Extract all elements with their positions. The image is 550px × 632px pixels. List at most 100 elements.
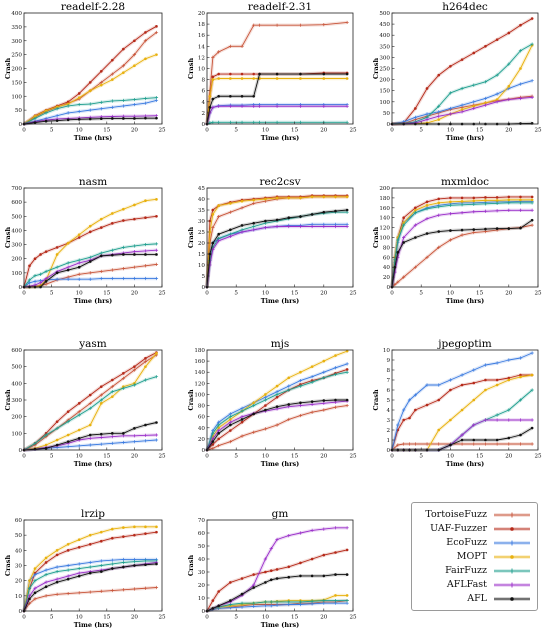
data-point [413,223,417,227]
data-point [252,228,256,232]
data-point [33,279,37,283]
chart-title: nasm [79,176,107,188]
y-tick-label: 200 [379,186,390,192]
data-point [110,390,114,394]
data-point [111,58,114,62]
data-point [44,433,48,437]
chart-title: readelf-2.31 [248,1,312,13]
data-point [208,106,212,109]
legend-label-afl: AFL [467,593,487,604]
y-tick-label: 0 [18,448,22,454]
data-point [44,250,48,253]
data-point [229,77,232,80]
data-point [448,378,452,382]
y-tick-label: 40 [198,426,206,432]
data-point [530,426,534,430]
data-point [518,398,523,402]
data-point [66,433,70,437]
data-point [530,388,534,392]
x-tick-label: 15 [476,454,484,460]
data-point [211,443,215,446]
data-point [264,197,267,201]
data-point [111,222,114,225]
data-point [229,599,232,602]
data-point [298,600,303,604]
y-tick-label: 80 [383,245,391,251]
y-axis-label: Crash [372,58,380,79]
data-point [154,98,159,103]
data-point [472,106,476,111]
data-point [472,381,476,385]
data-point [310,213,314,216]
data-point [217,437,220,441]
y-tick-label: 100 [11,94,22,100]
data-point [55,271,59,275]
data-point [66,111,70,115]
data-point [345,368,349,371]
data-point [334,195,337,199]
data-point [449,64,452,68]
data-point [110,276,114,281]
series-line [206,405,348,451]
data-point [217,604,220,608]
data-point [121,276,125,281]
data-point [530,17,534,20]
data-point [264,581,267,584]
data-point [143,378,148,382]
data-point [77,233,81,236]
x-tick-label: 5 [419,291,423,297]
y-tick-label: 1 [386,438,390,444]
data-point [144,253,147,256]
chart-title: lrzip [81,508,105,520]
data-point [240,577,244,580]
data-point [208,94,212,98]
data-point [263,226,267,230]
data-point [322,72,326,76]
x-axis-label: Time (hrs) [74,621,113,629]
data-point [287,575,291,579]
data-point [414,208,417,212]
data-point [144,31,147,34]
data-point [484,199,487,202]
data-point [507,195,511,199]
y-tick-label: 160 [194,359,205,365]
data-point [437,118,441,121]
data-point [121,386,125,390]
data-point [437,245,441,249]
data-point [322,210,326,214]
y-tick-label: 70 [198,518,206,524]
data-point [518,356,523,360]
data-point [44,580,48,584]
data-point [345,398,349,402]
y-tick-label: 140 [379,216,390,222]
data-point [229,418,232,421]
data-point [460,442,464,446]
data-point [449,196,452,200]
legend-entry-uaf-fuzzer: UAF-Fuzzer [412,523,539,535]
data-point [299,383,302,386]
y-axis-label: Crash [372,389,380,410]
data-point [133,203,136,207]
series-line [206,399,348,451]
x-tick-label: 10 [262,454,270,460]
data-point [66,277,70,281]
data-point [66,410,70,413]
data-point [484,388,487,392]
data-point [211,607,215,610]
data-point [472,210,476,214]
data-point [322,399,326,402]
data-point [132,440,136,444]
data-point [413,393,417,397]
data-point [345,594,349,597]
x-tick-label: 20 [505,291,513,297]
data-point [425,442,429,446]
data-point [155,352,158,355]
data-point [414,236,417,239]
data-point [33,573,37,577]
data-point [310,365,314,368]
y-tick-label: 10 [383,348,391,354]
data-point [55,565,59,569]
y-tick-label: 100 [11,431,22,437]
data-point [345,224,349,229]
y-axis-label: Crash [4,389,12,410]
